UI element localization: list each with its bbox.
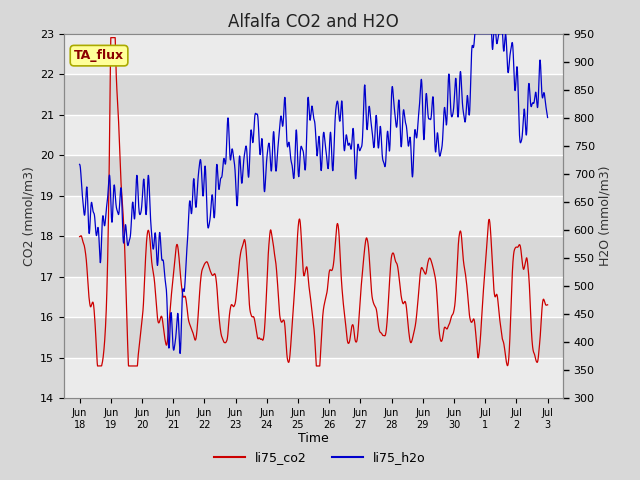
Bar [64,34,563,74]
Text: TA_flux: TA_flux [74,49,124,62]
Bar [64,236,563,277]
Bar [64,358,563,398]
Legend: li75_co2, li75_h2o: li75_co2, li75_h2o [209,446,431,469]
Bar [64,115,563,155]
Bar [64,155,563,196]
Bar [64,317,563,358]
Bar [64,74,563,115]
X-axis label: Time: Time [298,432,329,445]
Y-axis label: H2O (mmol/m3): H2O (mmol/m3) [599,166,612,266]
Bar [64,196,563,236]
Y-axis label: CO2 (mmol/m3): CO2 (mmol/m3) [23,166,36,266]
Title: Alfalfa CO2 and H2O: Alfalfa CO2 and H2O [228,12,399,31]
Bar [64,277,563,317]
